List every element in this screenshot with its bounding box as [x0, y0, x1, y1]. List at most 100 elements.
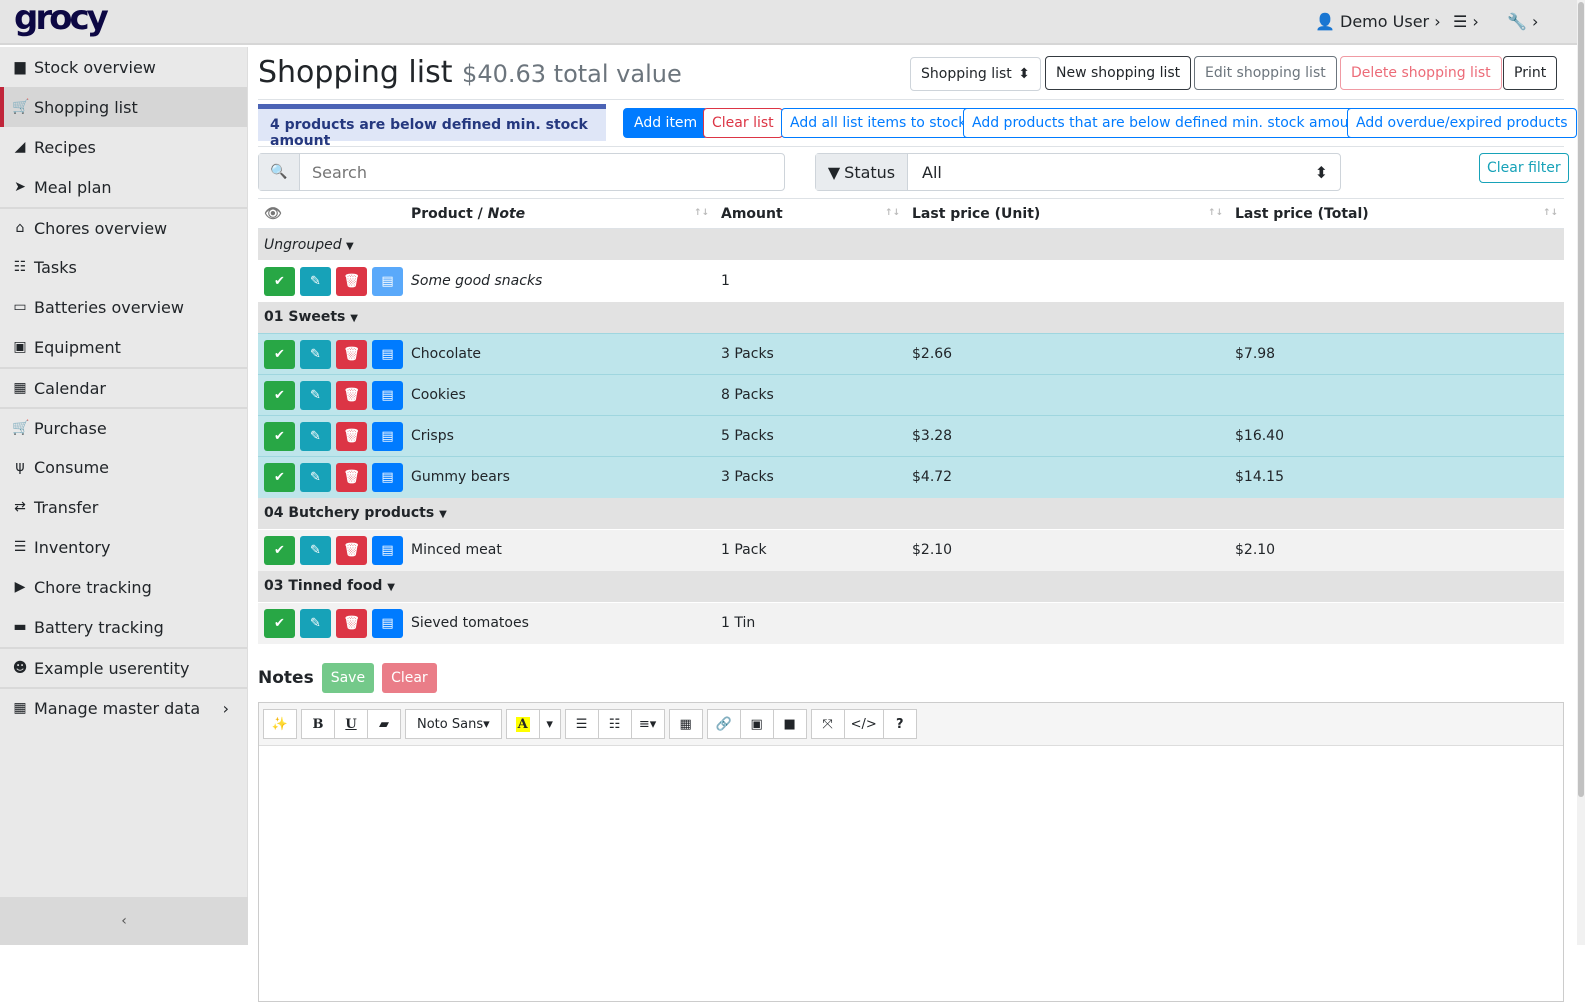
fullscreen-icon[interactable]: ⤧ [810, 709, 845, 739]
trash-icon[interactable]: 🗑 [336, 380, 367, 410]
status-select[interactable]: All ⬍ [908, 154, 1340, 190]
product-name[interactable]: Crisps [411, 428, 454, 444]
box-open-icon[interactable]: ▤ [372, 380, 403, 410]
trash-icon[interactable]: 🗑 [336, 339, 367, 369]
logo[interactable]: grocy [14, 0, 109, 38]
text-color-icon[interactable]: A [505, 709, 540, 739]
trash-icon[interactable]: 🗑 [336, 421, 367, 451]
scrollbar-thumb[interactable] [1578, 2, 1584, 797]
add-all-to-stock-button[interactable]: Add all list items to stock [781, 108, 976, 138]
table-icon[interactable]: ▦ [668, 709, 703, 739]
box-open-icon[interactable]: ▤ [372, 421, 403, 451]
bold-icon[interactable]: B [301, 709, 335, 739]
product-name[interactable]: Chocolate [411, 346, 482, 362]
edit-icon[interactable]: ✎ [300, 266, 331, 296]
sidebar-item-stock-overview[interactable]: ▆ Stock overview [0, 47, 247, 87]
settings-sliders-icon[interactable]: ☰ › [1453, 12, 1479, 31]
group-row[interactable]: 03 Tinned food ▼ [258, 570, 1564, 603]
column-header-amount[interactable]: Amount ↑↓ [715, 198, 906, 229]
sidebar-item-chores-overview[interactable]: ⌂ Chores overview [0, 207, 247, 247]
edit-icon[interactable]: ✎ [300, 339, 331, 369]
add-below-min-button[interactable]: Add products that are below defined min.… [963, 108, 1373, 138]
product-name[interactable]: Minced meat [411, 542, 502, 559]
check-icon[interactable]: ✔ [264, 266, 295, 296]
code-view-icon[interactable]: </> [843, 709, 884, 739]
add-overdue-button[interactable]: Add overdue/expired products [1347, 108, 1577, 138]
check-icon[interactable]: ✔ [264, 608, 295, 638]
check-icon[interactable]: ✔ [264, 535, 295, 565]
sidebar-item-equipment[interactable]: ▣ Equipment [0, 327, 247, 367]
box-open-icon[interactable]: ▤ [372, 462, 403, 492]
sidebar-item-manage-master-data[interactable]: ▦ Manage master data › [0, 687, 247, 727]
sidebar-item-consume[interactable]: ψ Consume [0, 447, 247, 487]
trash-icon[interactable]: 🗑 [336, 608, 367, 638]
group-row[interactable]: 01 Sweets ▼ [258, 301, 1564, 334]
shopping-list-select[interactable]: Shopping list ⬍ [910, 57, 1041, 91]
column-header-unit-price[interactable]: Last price (Unit) ↑↓ [906, 198, 1229, 229]
wrench-icon[interactable]: 🔧 › [1507, 12, 1539, 31]
paragraph-align-icon[interactable]: ≡▾ [630, 709, 665, 739]
help-icon[interactable]: ? [882, 709, 917, 739]
group-header[interactable]: 01 Sweets ▼ [258, 301, 1564, 334]
add-item-button[interactable]: Add item [623, 108, 709, 138]
group-row[interactable]: 04 Butchery products ▼ [258, 497, 1564, 530]
edit-icon[interactable]: ✎ [300, 608, 331, 638]
column-header-total-price[interactable]: Last price (Total) ↑↓ [1229, 198, 1564, 229]
edit-icon[interactable]: ✎ [300, 380, 331, 410]
save-notes-button[interactable]: Save [321, 663, 375, 693]
check-icon[interactable]: ✔ [264, 462, 295, 492]
user-menu[interactable]: 👤 Demo User › [1315, 12, 1441, 31]
link-icon[interactable]: 🔗 [706, 709, 741, 739]
below-min-stock-alert[interactable]: 4 products are below defined min. stock … [258, 104, 606, 149]
sidebar-item-tasks[interactable]: ☷ Tasks [0, 247, 247, 287]
page-scrollbar[interactable] [1577, 0, 1585, 945]
new-shopping-list-button[interactable]: New shopping list [1045, 56, 1192, 90]
product-name[interactable]: Cookies [411, 387, 466, 403]
check-icon[interactable]: ✔ [264, 339, 295, 369]
video-icon[interactable]: ■ [772, 709, 807, 739]
check-icon[interactable]: ✔ [264, 421, 295, 451]
clear-filter-button[interactable]: Clear filter [1479, 153, 1569, 183]
notes-editor[interactable]: ✨ B U ▰ Noto Sans ▾ A ▾ ☰ ☷ ≡▾ ▦ 🔗 ▣ ■ ⤧ </>? [258, 702, 1564, 1002]
sidebar-item-transfer[interactable]: ⇄ Transfer [0, 487, 247, 527]
group-header[interactable]: 04 Butchery products ▼ [258, 497, 1564, 530]
sidebar-item-example-userentity[interactable]: ☻ Example userentity [0, 647, 247, 687]
sidebar-item-meal-plan[interactable]: ➤ Meal plan [0, 167, 247, 207]
color-dropdown-icon[interactable]: ▾ [538, 709, 561, 739]
ordered-list-icon[interactable]: ☷ [597, 709, 632, 739]
group-header[interactable]: Ungrouped ▼ [258, 228, 1564, 261]
product-name[interactable]: Sieved tomatoes [411, 615, 529, 632]
status-filter[interactable]: ▼ Status All ⬍ [815, 153, 1341, 191]
print-button[interactable]: Print [1503, 56, 1558, 90]
search-input[interactable] [300, 154, 784, 190]
box-open-icon[interactable]: ▤ [372, 535, 403, 565]
clear-notes-button[interactable]: Clear [382, 663, 437, 693]
sidebar-item-recipes[interactable]: ◢ Recipes [0, 127, 247, 167]
edit-shopping-list-button[interactable]: Edit shopping list [1194, 56, 1337, 90]
sidebar-item-calendar[interactable]: ▦ Calendar [0, 367, 247, 407]
trash-icon[interactable]: 🗑 [336, 266, 367, 296]
clear-list-button[interactable]: Clear list [703, 108, 783, 138]
sidebar-item-inventory[interactable]: ☰ Inventory [0, 527, 247, 567]
delete-shopping-list-button[interactable]: Delete shopping list [1340, 56, 1502, 90]
edit-icon[interactable]: ✎ [300, 535, 331, 565]
box-open-icon[interactable]: ▤ [372, 339, 403, 369]
box-open-icon[interactable]: ▤ [372, 608, 403, 638]
trash-icon[interactable]: 🗑 [336, 535, 367, 565]
column-visibility-header[interactable]: 👁 [258, 198, 405, 229]
sidebar-item-purchase[interactable]: 🛒 Purchase [0, 407, 247, 447]
magic-wand-icon[interactable]: ✨ [263, 709, 297, 739]
group-header[interactable]: 03 Tinned food ▼ [258, 570, 1564, 603]
edit-icon[interactable]: ✎ [300, 421, 331, 451]
edit-icon[interactable]: ✎ [300, 462, 331, 492]
group-row[interactable]: Ungrouped ▼ [258, 228, 1564, 261]
collapse-sidebar-button[interactable]: ‹ [0, 897, 248, 945]
product-name[interactable]: Gummy bears [411, 469, 510, 486]
underline-icon[interactable]: U [334, 709, 368, 739]
sidebar-item-battery-tracking[interactable]: ▬ Battery tracking [0, 607, 247, 647]
picture-icon[interactable]: ▣ [739, 709, 774, 739]
font-family-dropdown[interactable]: Noto Sans ▾ [405, 709, 502, 739]
box-open-icon[interactable]: ▤ [372, 266, 403, 296]
sidebar-item-chore-tracking[interactable]: ▶ Chore tracking [0, 567, 247, 607]
trash-icon[interactable]: 🗑 [336, 462, 367, 492]
